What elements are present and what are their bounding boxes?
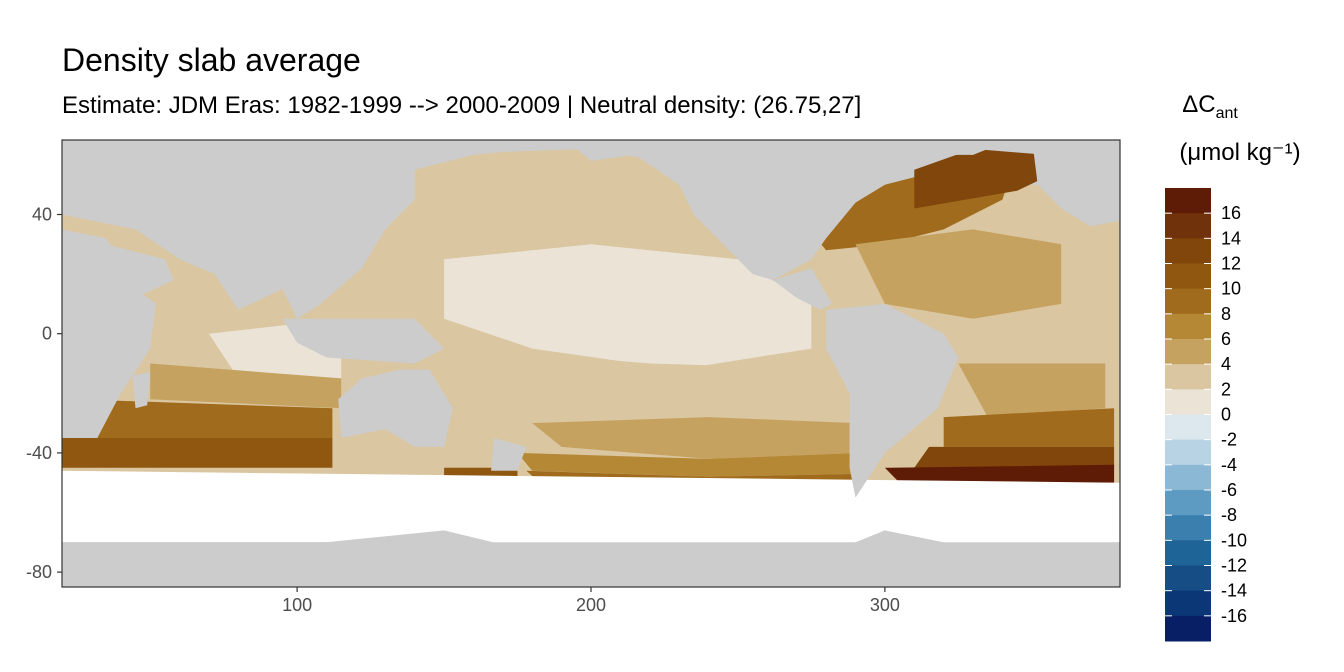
plot-title: Density slab average (62, 42, 361, 78)
legend-color-bin (1165, 590, 1211, 617)
legend-label: 0 (1221, 405, 1231, 425)
legend-label: -2 (1221, 430, 1237, 450)
delta-cant-region (929, 318, 1062, 364)
y-tick-label: 0 (42, 324, 52, 344)
land-arabia (106, 244, 174, 298)
delta-cant-region (943, 408, 1115, 447)
legend-color-bin (1165, 490, 1211, 516)
delta-cant-region (62, 438, 333, 468)
legend-label: -16 (1221, 606, 1247, 626)
legend-label: -14 (1221, 581, 1247, 601)
legend-color-bin (1165, 439, 1211, 466)
legend-label: 16 (1221, 203, 1241, 223)
delta-cant-region (958, 363, 1106, 418)
land-central-america (773, 268, 832, 310)
legend-color-bin (1165, 565, 1211, 592)
y-tick-label: -80 (26, 562, 52, 582)
legend-label: 12 (1221, 254, 1241, 274)
legend-color-bin (1165, 414, 1211, 441)
legend-label: -4 (1221, 455, 1237, 475)
legend-title: ΔCant (1182, 91, 1238, 122)
map-layer (62, 140, 1120, 587)
y-tick-label: 40 (32, 205, 52, 225)
legend-color-bin (1165, 263, 1211, 290)
legend-label: 2 (1221, 379, 1231, 399)
delta-cant-region (532, 417, 862, 459)
land-indonesia (282, 318, 445, 364)
legend: ΔCant (μmol kg⁻¹) 16 14 12 10 8 6 4 2 0 -2 -4 -6 -8 -… (1165, 91, 1301, 642)
x-tick-label: 200 (576, 595, 606, 615)
delta-cant-region (76, 399, 333, 438)
land-australia (338, 369, 453, 447)
legend-color-bin (1165, 313, 1211, 340)
legend-color-bin (1165, 339, 1211, 365)
land-new-zealand (491, 438, 527, 471)
delta-cant-region (914, 148, 1062, 209)
x-tick-label: 100 (282, 595, 312, 615)
no-data-region (62, 470, 1120, 543)
legend-color-bin (1165, 238, 1211, 264)
legend-label: -10 (1221, 530, 1247, 550)
delta-cant-region (517, 452, 865, 477)
legend-label: 10 (1221, 279, 1241, 299)
y-tick-label: -40 (26, 443, 52, 463)
land-antarctica (62, 530, 1120, 587)
legend-color-bin (1165, 389, 1211, 415)
legend-title-main: ΔC (1182, 91, 1215, 118)
land-greenland (890, 140, 1010, 155)
legend-label: 6 (1221, 329, 1231, 349)
delta-cant-region (444, 244, 812, 370)
legend-label: 8 (1221, 304, 1231, 324)
delta-cant-region (884, 464, 1115, 483)
legend-units: (μmol kg⁻¹) (1179, 139, 1300, 166)
legend-color-bin (1165, 213, 1211, 239)
legend-title-sub: ant (1216, 105, 1239, 122)
legend-label: 14 (1221, 228, 1241, 248)
delta-cant-region (473, 348, 856, 424)
land-europe (1032, 140, 1120, 227)
plot-subtitle: Estimate: JDM Eras: 1982-1999 --> 2000-2… (62, 92, 862, 119)
land-asia (62, 140, 533, 319)
delta-cant-region (855, 229, 1062, 319)
legend-color-bin (1165, 364, 1211, 390)
legend-color-bin (1165, 615, 1211, 642)
legend-label: -8 (1221, 505, 1237, 525)
delta-cant-region (150, 363, 342, 409)
delta-cant-region (914, 446, 1115, 468)
legend-color-bin (1165, 464, 1211, 491)
legend-color-bin (1165, 515, 1211, 541)
legend-label: -12 (1221, 556, 1247, 576)
legend-label: 4 (1221, 354, 1231, 374)
land-madagascar (132, 372, 151, 409)
legend-color-bin (1165, 540, 1211, 566)
land-north-america (565, 140, 885, 281)
legend-color-bin (1165, 188, 1211, 214)
land-africa (62, 229, 156, 438)
legend-label: -6 (1221, 480, 1237, 500)
legend-color-bin (1165, 288, 1211, 315)
x-tick-label: 300 (870, 595, 900, 615)
land-south-america (826, 303, 959, 498)
